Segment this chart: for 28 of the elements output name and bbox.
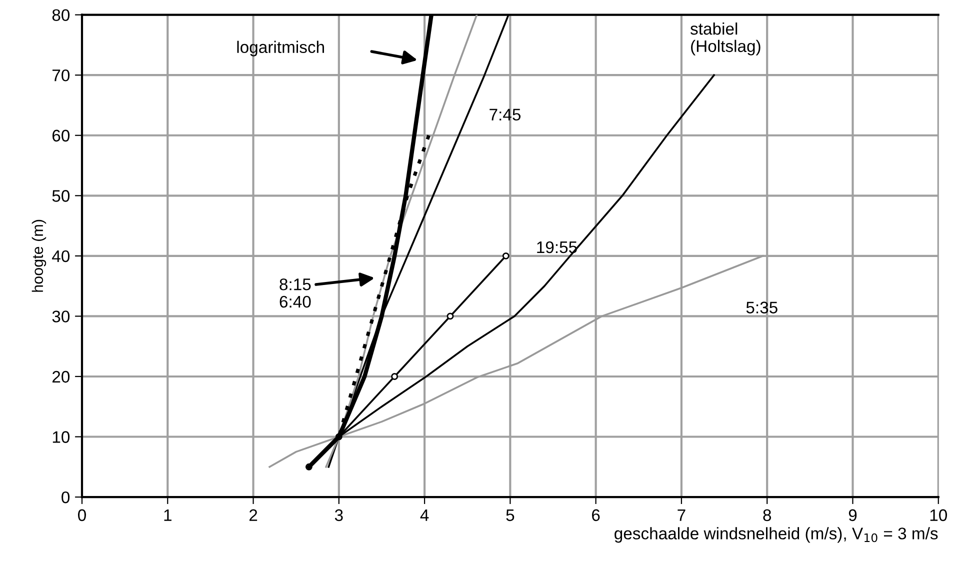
x-tick-label: 7 bbox=[678, 509, 686, 521]
y-tick-label: 20 bbox=[52, 370, 70, 383]
annotation: 19:55 bbox=[537, 241, 577, 254]
y-tick-label: 60 bbox=[52, 130, 70, 142]
annotation: 8:15 6:40 bbox=[280, 278, 311, 308]
y-tick-label: 10 bbox=[52, 431, 70, 443]
x-tick-label: 10 bbox=[930, 509, 947, 522]
annotation: logaritmisch bbox=[237, 40, 324, 56]
y-tick-label: 50 bbox=[52, 190, 70, 202]
x-tick-label: 5 bbox=[506, 509, 514, 522]
annotation: 7:45 bbox=[490, 108, 521, 121]
y-tick-label: 70 bbox=[52, 70, 70, 82]
y-tick-label: 40 bbox=[52, 250, 70, 262]
annotation: 5:35 bbox=[746, 302, 778, 314]
y-tick-label: 80 bbox=[52, 9, 70, 22]
y-tick-label: 30 bbox=[52, 310, 70, 322]
x-axis-title: geschaalde windsnelheid (m/s), V$_{10}$ = 3 m/s bbox=[614, 527, 938, 543]
x-tick-label: 1 bbox=[164, 509, 172, 521]
x-tick-label: 8 bbox=[763, 509, 772, 522]
annotation: stabiel (Holtslag) bbox=[690, 22, 760, 56]
y-axis-title: hoogte (m) bbox=[32, 220, 46, 292]
x-tick-label: 2 bbox=[249, 509, 258, 521]
x-tick-label: 3 bbox=[334, 509, 343, 522]
x-tick-label: 9 bbox=[848, 509, 857, 522]
y-tick-label: 0 bbox=[62, 491, 70, 504]
x-tick-label: 0 bbox=[78, 509, 86, 522]
x-tick-label: 6 bbox=[592, 509, 600, 522]
x-tick-label: 4 bbox=[420, 509, 429, 521]
